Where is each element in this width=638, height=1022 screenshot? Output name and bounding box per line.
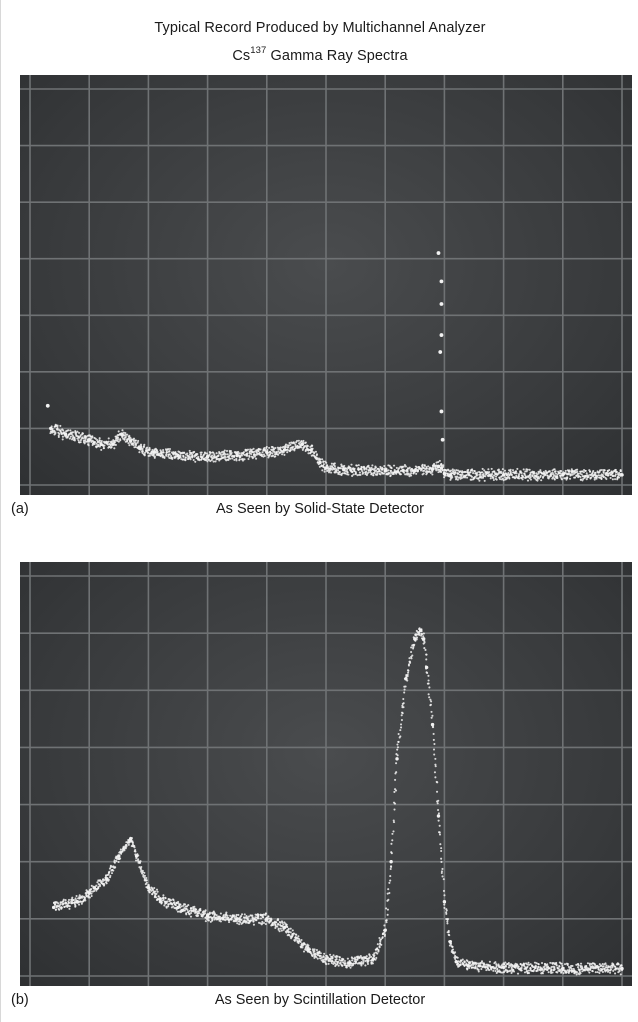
data-point bbox=[309, 448, 313, 452]
data-point bbox=[265, 450, 269, 454]
peak-point bbox=[45, 403, 50, 408]
data-point bbox=[306, 948, 310, 952]
data-point bbox=[424, 665, 429, 670]
data-point bbox=[146, 885, 151, 890]
data-point bbox=[466, 964, 470, 968]
data-point bbox=[383, 469, 387, 473]
data-point bbox=[205, 455, 210, 459]
data-point bbox=[342, 468, 346, 472]
data-point bbox=[436, 814, 441, 818]
data-point bbox=[620, 473, 624, 477]
data-point bbox=[318, 460, 322, 465]
data-point bbox=[137, 446, 142, 450]
peak-point bbox=[439, 302, 444, 306]
data-point bbox=[442, 900, 447, 904]
data-point bbox=[120, 432, 124, 436]
data-point bbox=[324, 957, 328, 961]
data-point bbox=[413, 469, 417, 473]
data-point bbox=[282, 925, 287, 930]
spectrum-plot-b bbox=[20, 562, 632, 986]
data-point bbox=[117, 854, 121, 858]
data-point bbox=[404, 677, 408, 681]
peak-point bbox=[439, 409, 444, 414]
spectrum-panel-a bbox=[20, 75, 632, 495]
figure-subtitle: Cs137 Gamma Ray Spectra bbox=[1, 45, 638, 64]
data-point bbox=[99, 442, 103, 446]
data-point bbox=[176, 453, 180, 458]
data-point bbox=[620, 966, 624, 971]
data-point bbox=[87, 438, 91, 442]
data-point bbox=[448, 473, 453, 477]
subtitle-text: Gamma Ray Spectra bbox=[266, 47, 408, 64]
data-point bbox=[347, 961, 352, 965]
data-point bbox=[421, 637, 426, 641]
data-point bbox=[430, 467, 435, 471]
data-point bbox=[75, 900, 80, 904]
spectrum-trace bbox=[52, 627, 624, 976]
data-point bbox=[501, 965, 506, 970]
data-point bbox=[235, 453, 239, 458]
data-point bbox=[205, 914, 210, 918]
panel-label-a: (a) bbox=[11, 501, 29, 517]
data-point bbox=[158, 897, 162, 901]
data-point bbox=[395, 757, 399, 761]
data-point bbox=[436, 464, 441, 469]
data-point bbox=[111, 442, 115, 446]
data-point bbox=[265, 917, 269, 921]
panel-label-b: (b) bbox=[11, 992, 29, 1008]
spectrum-plot-a bbox=[20, 75, 632, 495]
data-point bbox=[176, 905, 180, 910]
data-point bbox=[501, 473, 506, 477]
peak-point bbox=[440, 437, 445, 442]
data-point bbox=[128, 439, 133, 443]
peak-point bbox=[439, 279, 444, 284]
subtitle-isotope-number: 137 bbox=[250, 45, 267, 56]
figure-title: Typical Record Produced by Multichannel … bbox=[154, 20, 486, 36]
peak-point bbox=[439, 333, 444, 337]
peak-point bbox=[438, 350, 443, 354]
spectrum-panel-b bbox=[20, 562, 632, 986]
panel-caption-b: As Seen by Scintillation Detector bbox=[214, 992, 426, 1008]
data-point bbox=[105, 877, 109, 881]
data-point bbox=[49, 426, 53, 431]
subtitle-element: Cs bbox=[232, 47, 251, 64]
peak-point bbox=[436, 251, 441, 255]
data-point bbox=[419, 628, 423, 632]
data-point bbox=[87, 891, 91, 895]
data-point bbox=[430, 722, 435, 727]
data-point bbox=[371, 957, 376, 961]
data-point bbox=[561, 966, 565, 971]
data-point bbox=[235, 917, 239, 921]
data-point bbox=[300, 442, 305, 446]
data-point bbox=[383, 928, 387, 932]
data-point bbox=[389, 860, 393, 864]
data-point bbox=[442, 471, 447, 476]
data-point bbox=[282, 448, 287, 452]
data-point bbox=[63, 432, 68, 436]
data-point bbox=[152, 450, 157, 454]
data-point bbox=[324, 466, 328, 470]
data-point bbox=[413, 637, 417, 641]
data-point bbox=[454, 960, 458, 964]
data-point bbox=[128, 837, 133, 841]
spectrum-trace bbox=[49, 423, 624, 482]
data-point bbox=[561, 473, 565, 477]
data-point bbox=[448, 940, 453, 944]
panel-caption-a: As Seen by Solid-State Detector bbox=[216, 501, 424, 517]
data-point bbox=[439, 466, 444, 470]
data-point bbox=[134, 854, 139, 858]
data-point bbox=[51, 905, 56, 910]
